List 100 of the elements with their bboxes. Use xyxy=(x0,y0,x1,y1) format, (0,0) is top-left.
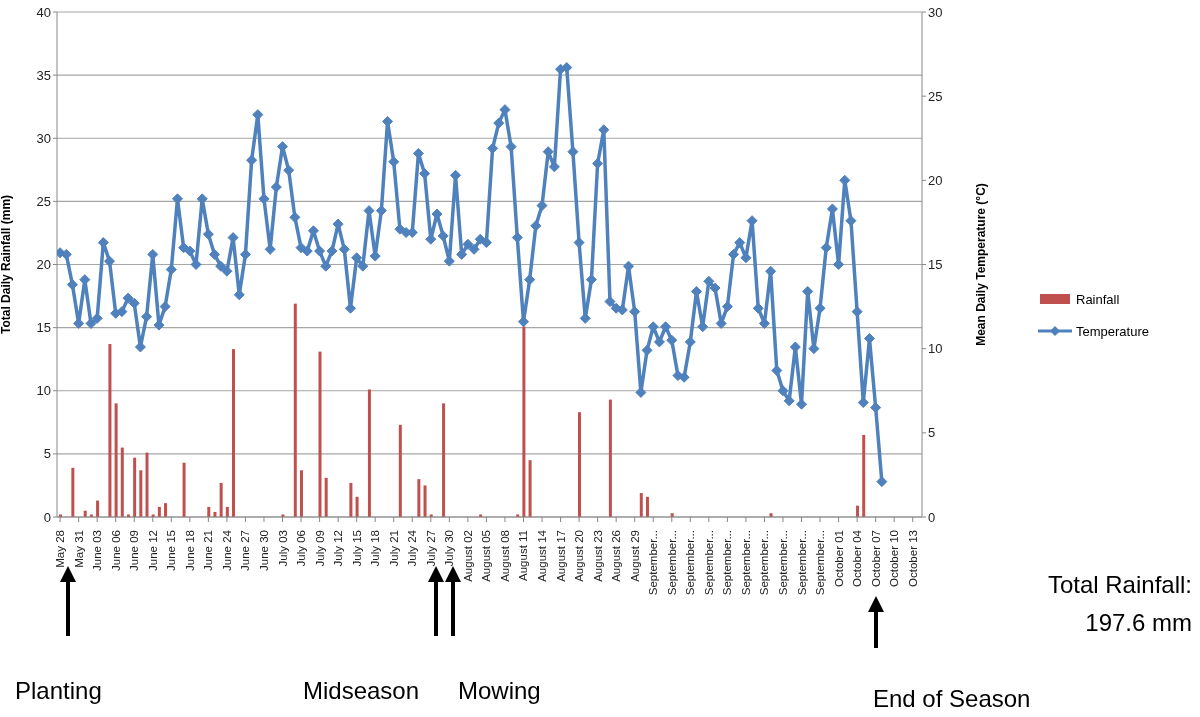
bar xyxy=(608,399,612,517)
y-tick-label: 20 xyxy=(36,257,51,273)
bar xyxy=(139,470,143,517)
x-tick-label: August 05 xyxy=(480,530,493,582)
x-tick-label: July 12 xyxy=(332,530,345,567)
legend-label: Rainfall xyxy=(1076,291,1120,307)
x-tick-label: July 27 xyxy=(424,530,437,567)
x-tick-label: August 29 xyxy=(628,530,641,582)
x-tick-label: June 27 xyxy=(239,530,252,571)
x-tick-label: September... xyxy=(665,530,678,596)
bar xyxy=(145,452,149,517)
y-tick-label: 5 xyxy=(43,446,51,462)
bar xyxy=(349,482,353,517)
y2-tick-label: 5 xyxy=(928,425,936,441)
y2-tick-label: 30 xyxy=(928,4,943,20)
bar xyxy=(367,389,371,517)
x-tick-label: June 24 xyxy=(220,529,233,571)
x-tick-label: June 15 xyxy=(165,530,178,571)
x-tick-label: August 23 xyxy=(591,530,604,582)
x-tick-label: October 01 xyxy=(832,530,845,587)
text: End of Season xyxy=(873,684,1031,714)
x-tick-label: May 31 xyxy=(72,530,85,568)
y-tick-label: 40 xyxy=(36,4,51,20)
x-tick-label: July 15 xyxy=(350,530,363,567)
x-tick-label: August 26 xyxy=(610,530,623,582)
bar xyxy=(182,462,186,517)
x-tick-label: September... xyxy=(814,530,827,596)
bar xyxy=(528,460,532,517)
x-tick-label: July 24 xyxy=(406,529,419,567)
y-tick-label: 0 xyxy=(43,509,51,525)
x-tick-label: September... xyxy=(647,530,660,596)
x-tick-label: September... xyxy=(684,530,697,596)
x-tick-label: June 06 xyxy=(109,530,122,571)
x-tick-label: August 02 xyxy=(461,530,474,582)
bar xyxy=(120,447,124,517)
bar xyxy=(862,434,866,517)
x-tick-label: August 08 xyxy=(498,530,511,582)
x-tick-label: June 09 xyxy=(128,530,141,571)
x-tick-label: September... xyxy=(721,530,734,596)
x-tick-label: October 07 xyxy=(869,530,882,587)
x-tick-label: September... xyxy=(795,530,808,596)
x-tick-label: September... xyxy=(758,530,771,596)
text: Mowing xyxy=(458,676,541,706)
x-tick-label: August 11 xyxy=(517,530,530,581)
x-tick-label: June 18 xyxy=(183,530,196,571)
y2-tick-label: 0 xyxy=(928,509,936,525)
x-tick-label: September... xyxy=(702,530,715,596)
x-tick-label: September... xyxy=(739,530,752,596)
bar xyxy=(164,503,168,517)
text: Planting xyxy=(15,676,102,706)
y2-tick-label: 15 xyxy=(928,257,943,273)
x-tick-label: July 30 xyxy=(443,530,456,567)
x-tick-label: October 04 xyxy=(851,529,864,587)
bar xyxy=(355,496,359,517)
text: Total Rainfall: 197.6 mm xyxy=(1046,570,1192,638)
y2-tick-label: 10 xyxy=(928,341,943,357)
x-tick-label: July 21 xyxy=(387,530,400,567)
bar xyxy=(232,349,235,517)
x-tick-label: June 21 xyxy=(202,530,215,571)
legend-label: Temperature xyxy=(1076,323,1149,339)
bar xyxy=(639,493,643,517)
bar xyxy=(423,485,427,517)
x-tick-label: September... xyxy=(776,530,789,596)
y-tick-label: 30 xyxy=(36,130,51,146)
y2-tick-label: 20 xyxy=(928,172,943,188)
bar xyxy=(96,500,100,517)
bar xyxy=(293,303,297,517)
y-tick-label: 10 xyxy=(36,383,51,399)
x-tick-label: August 14 xyxy=(536,529,549,582)
y2-axis-title: Mean Daily Temperature (°C) xyxy=(974,183,989,346)
bar xyxy=(299,470,303,517)
x-tick-label: June 30 xyxy=(257,530,270,571)
y-tick-label: 15 xyxy=(36,320,51,336)
bar xyxy=(219,482,223,517)
bar xyxy=(324,477,328,517)
y-tick-label: 35 xyxy=(36,67,51,83)
bar xyxy=(133,457,137,517)
x-tick-label: July 09 xyxy=(313,530,326,567)
bar xyxy=(645,496,649,517)
x-tick-label: August 17 xyxy=(554,530,567,582)
x-tick-label: July 06 xyxy=(295,530,308,567)
bar xyxy=(71,467,75,517)
x-tick-label: May 28 xyxy=(54,530,67,568)
x-tick-label: July 18 xyxy=(369,530,382,567)
bar xyxy=(578,412,581,517)
bar xyxy=(108,344,112,517)
bar xyxy=(318,351,322,517)
bar xyxy=(398,424,402,517)
x-tick-label: July 03 xyxy=(276,530,289,567)
y-axis-title: Total Daily Rainfall (mm) xyxy=(0,194,14,335)
bar xyxy=(225,506,229,517)
bar xyxy=(442,403,446,517)
bar xyxy=(417,479,421,517)
x-tick-label: June 12 xyxy=(146,530,159,571)
x-tick-label: August 20 xyxy=(573,530,586,582)
x-tick-label: October 10 xyxy=(888,530,901,587)
y2-tick-label: 25 xyxy=(928,88,943,104)
x-tick-label: October 13 xyxy=(906,530,919,587)
bar xyxy=(157,506,161,517)
bar xyxy=(114,403,118,517)
